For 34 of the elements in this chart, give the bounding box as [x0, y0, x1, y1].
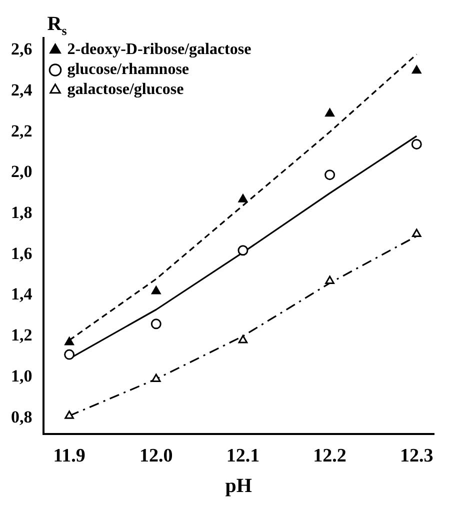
legend-label: galactose/glucose — [67, 81, 184, 98]
point — [324, 170, 336, 180]
point — [151, 374, 161, 382]
y-tick-label: 1,2 — [11, 326, 32, 345]
point — [325, 276, 334, 284]
point — [412, 228, 422, 238]
y-tick-label: 2,2 — [11, 121, 32, 140]
point — [238, 245, 248, 256]
point — [412, 65, 422, 74]
y-tick-label: 1,4 — [11, 284, 33, 304]
x-tick-label: 12.1 — [226, 446, 260, 467]
legend-label: 2-deoxy-D-ribose/galactose — [67, 41, 252, 58]
point — [64, 410, 74, 419]
point — [238, 194, 248, 202]
y-tick-label: 1,0 — [11, 366, 32, 386]
x-tick-label: 11.9 — [53, 446, 86, 467]
y-tick-label: 1,8 — [11, 203, 32, 222]
point — [238, 335, 248, 344]
y-tick-label: 2,6 — [11, 40, 32, 59]
point — [64, 337, 74, 346]
y-tick-label: 1,6 — [11, 244, 32, 263]
point — [150, 318, 162, 330]
point — [411, 138, 422, 150]
point — [325, 108, 334, 117]
x-axis-title: pH — [225, 475, 252, 498]
x-tick-label: 12.2 — [313, 446, 346, 467]
point — [151, 286, 161, 294]
y-tick-label: 2,4 — [11, 80, 33, 100]
point — [64, 349, 75, 360]
x-tick-label: 12.0 — [140, 446, 173, 467]
x-tick-label: 12.3 — [400, 446, 434, 467]
legend-label: glucose/rhamnose — [67, 61, 190, 78]
y-tick-label: 2,0 — [11, 162, 32, 182]
y-tick-label: 0,8 — [11, 407, 32, 426]
